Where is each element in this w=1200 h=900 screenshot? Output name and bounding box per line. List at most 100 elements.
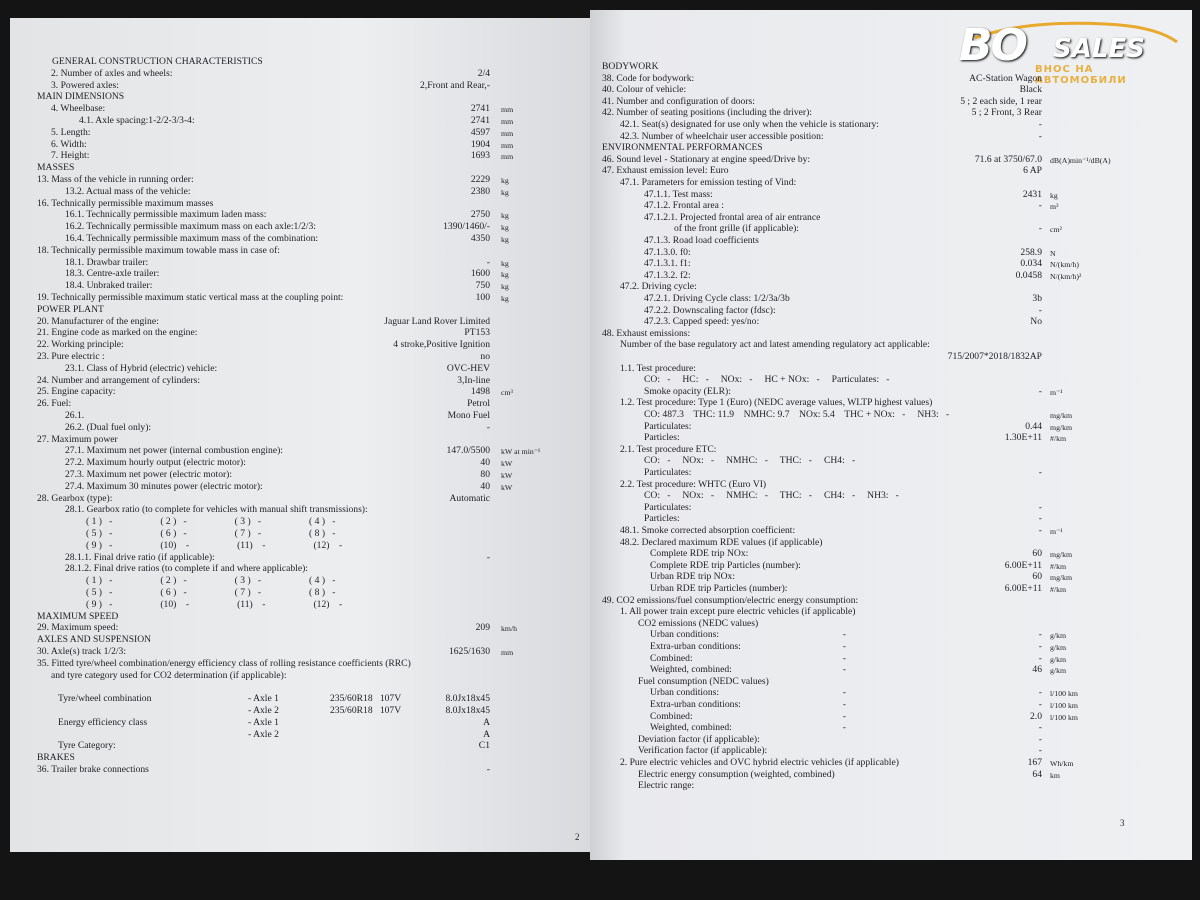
- field-value: 8.0Jx18x45: [445, 705, 490, 716]
- field-unit: kg: [501, 282, 509, 292]
- field-label: 29. Maximum speed:: [37, 622, 119, 634]
- field-value: 64: [1032, 768, 1042, 780]
- field-label: 27.2. Maximum hourly output (electric mo…: [65, 457, 246, 469]
- field-unit: kg: [501, 223, 509, 233]
- logo-swoosh: [974, 21, 1178, 44]
- field-label: Fuel consumption (NEDC values): [638, 675, 769, 687]
- field-value: 209: [475, 622, 490, 634]
- field-unit: Wh/km: [1050, 759, 1074, 768]
- section-heading: GENERAL CONSTRUCTION CHARACTERISTICS: [52, 56, 263, 67]
- field-unit: kg: [501, 294, 509, 303]
- field-unit: kg: [1050, 190, 1058, 200]
- field-unit: kW: [501, 471, 513, 480]
- field-mid: -: [842, 687, 846, 699]
- field-value: 46: [1032, 664, 1042, 676]
- field-value: 6.00E+11: [1004, 559, 1042, 571]
- field-label: 6. Width:: [51, 138, 87, 150]
- field-label: CO: - HC: - NOx: - HC + NOx: - Particula…: [644, 374, 890, 386]
- field-value: 0.0458: [1015, 269, 1042, 281]
- field-label: 28. Gearbox (type):: [37, 492, 113, 504]
- field-value: OVC-HEV: [446, 362, 490, 374]
- field-unit: mm: [501, 152, 514, 162]
- field-label: 5. Length:: [51, 126, 91, 138]
- field-label: 30. Axle(s) track 1/2/3:: [37, 646, 126, 657]
- field-value: 6 AP: [1023, 165, 1042, 177]
- field-unit: l/100 km: [1050, 701, 1078, 710]
- field-label: 28.1.2. Final drive ratios (to complete …: [65, 563, 308, 575]
- field-value: 60: [1032, 571, 1042, 583]
- field-value: 5 ; 2 Front, 3 Rear: [971, 107, 1042, 119]
- field-unit: mg/km: [1050, 550, 1073, 560]
- field-label: Weighted, combined:: [650, 664, 732, 676]
- field-unit: cm³: [501, 388, 513, 398]
- field-label: 1.1. Test procedure:: [620, 362, 696, 374]
- field-label: ( 9 ) - (10) - (11) - (12) -: [86, 539, 343, 551]
- field-unit: mm: [501, 140, 514, 150]
- field-value: 1390/1460/-: [443, 221, 490, 233]
- section-heading: ENVIRONMENTAL PERFORMANCES: [602, 142, 763, 154]
- field-value: no: [480, 351, 490, 362]
- axle-label: - Axle 2: [248, 705, 279, 716]
- logo-car: [974, 21, 1178, 44]
- field-label: Extra-urban conditions:: [650, 641, 741, 652]
- field-label: 47. Exhaust emission level: Euro: [602, 165, 729, 177]
- field-unit: m²: [1050, 202, 1059, 212]
- field-value: 100: [475, 292, 490, 303]
- field-unit: g/km: [1050, 666, 1067, 676]
- field-label: Urban RDE trip Particles (number):: [650, 583, 788, 594]
- field-value: 40: [480, 480, 490, 492]
- field-label: CO: - NOx: - NMHC: - THC: - CH4: -: [644, 455, 856, 467]
- field-label: 47.1.2.1. Projected frontal area of air …: [644, 211, 821, 223]
- field-value: -: [1038, 223, 1042, 235]
- field-value: -: [486, 421, 490, 433]
- field-label: 42.3. Number of wheelchair user accessib…: [620, 130, 824, 142]
- field-unit: mm: [501, 128, 514, 138]
- field-unit: m⁻¹: [1050, 387, 1063, 397]
- field-mid: -: [842, 710, 846, 722]
- field-label: 18. Technically permissible maximum towa…: [37, 244, 280, 256]
- field-value: A: [483, 728, 490, 740]
- field-unit: l/100 km: [1050, 712, 1078, 722]
- field-mid: -: [842, 641, 846, 652]
- left-page: [10, 18, 592, 852]
- field-value: 2.0: [1030, 710, 1042, 722]
- field-label: Particulates:: [644, 501, 692, 513]
- field-unit: kW: [501, 482, 513, 492]
- field-label: 28.1.1. Final drive ratio (if applicable…: [65, 551, 215, 563]
- field-value: -: [486, 256, 490, 268]
- tyre-size: 235/60R18 107V: [330, 693, 402, 705]
- field-value: -: [1038, 699, 1042, 710]
- field-value: 1625/1630: [448, 646, 490, 657]
- field-value: 4597: [470, 126, 490, 138]
- field-value: -: [1038, 745, 1042, 757]
- field-value: 715/2007*2018/1832AP: [947, 351, 1042, 362]
- field-label: 48.2. Declared maximum RDE values (if ap…: [620, 536, 823, 548]
- field-label: 47.1.2. Frontal area :: [644, 200, 724, 212]
- field-value: No: [1030, 316, 1042, 328]
- axle-label: - Axle 2: [248, 728, 279, 740]
- logo-tagline: ВНОС НА АВТОМОБИЛИ: [1035, 64, 1127, 86]
- field-label: 18.4. Unbraked trailer:: [65, 280, 153, 292]
- field-label: 47.2.2. Downscaling factor (fdsc):: [644, 304, 776, 316]
- field-value: 258.9: [1020, 246, 1042, 258]
- field-value: 71.6 at 3750/67.0: [974, 153, 1042, 165]
- field-value: 2,Front and Rear,-: [420, 79, 490, 91]
- field-unit: mg/km: [1050, 573, 1073, 583]
- field-value: -: [1038, 119, 1042, 130]
- field-label: Urban conditions:: [650, 687, 720, 699]
- field-label: CO: - NOx: - NMHC: - THC: - CH4: - NH3: …: [644, 490, 899, 502]
- field-value: 3,In-line: [457, 374, 490, 386]
- field-value: 5 ; 2 each side, 1 rear: [960, 95, 1042, 107]
- field-label: 41. Number and configuration of doors:: [602, 95, 755, 107]
- field-unit: g/km: [1050, 654, 1067, 664]
- field-value: 40: [480, 457, 490, 469]
- field-label: Tyre Category:: [58, 740, 116, 752]
- axle-label: - Axle 1: [248, 716, 279, 728]
- field-unit: #/km: [1050, 434, 1067, 444]
- field-value: -: [1038, 525, 1042, 536]
- field-label: 4. Wheelbase:: [51, 103, 106, 115]
- field-value: 2741: [470, 103, 490, 115]
- field-label: 47.1. Parameters for emission testing of…: [620, 177, 797, 188]
- field-label: 20. Manufacturer of the engine:: [37, 315, 159, 327]
